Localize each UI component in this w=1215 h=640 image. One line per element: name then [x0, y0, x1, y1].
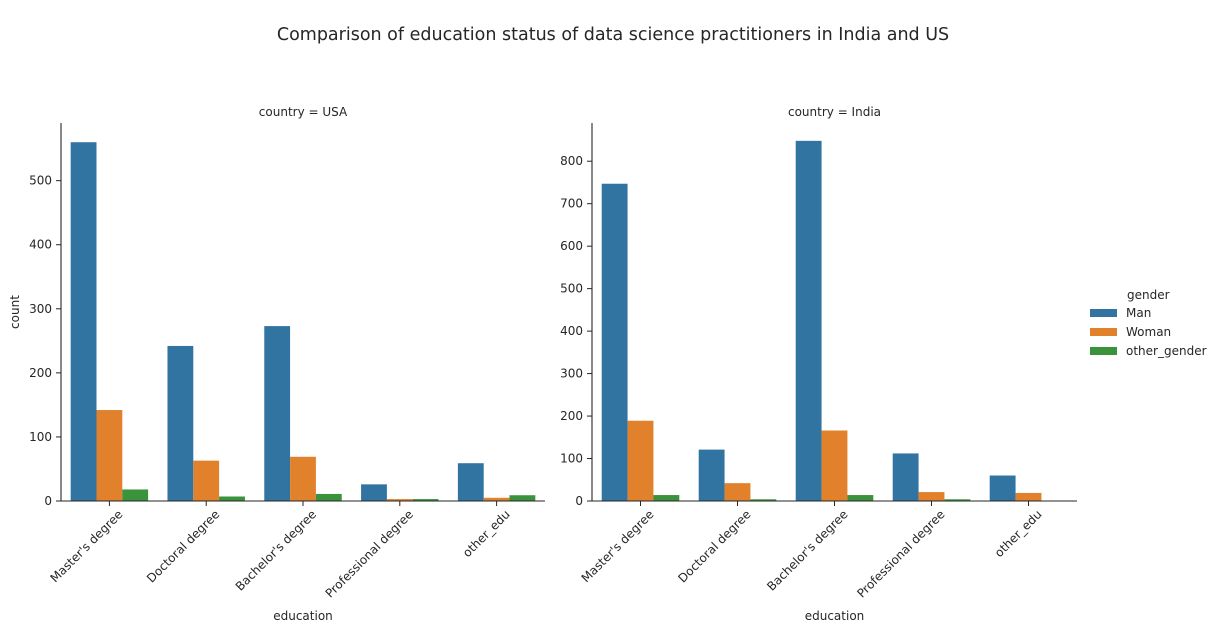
- bar-man-professional-degree: [361, 484, 387, 501]
- bar-other-gender-bachelor-s-degree: [315, 493, 342, 501]
- bar-man-other-edu: [457, 463, 484, 501]
- bar-other-gender-other-edu: [509, 495, 536, 501]
- legend-label-man: Man: [1126, 306, 1151, 320]
- y-tick-label: 600: [560, 239, 583, 253]
- bar-other-gender-professional-degree: [412, 499, 439, 501]
- y-tick-label: 800: [560, 154, 583, 168]
- x-tick-label: Professional degree: [854, 507, 947, 600]
- legend-swatch-man: [1090, 309, 1117, 317]
- y-tick-label: 0: [575, 494, 583, 508]
- legend: gender Man Woman other_gender: [1090, 288, 1207, 358]
- bar-other-gender-professional-degree: [944, 499, 971, 501]
- x-tick-label: Doctoral degree: [675, 507, 753, 585]
- panel-india: country = India 0 100 200 300 400 500 600 700 800…: [560, 105, 1077, 623]
- y-tick-label: 200: [560, 409, 583, 423]
- bar-woman-professional-degree: [918, 492, 945, 501]
- y-tick-label: 500: [560, 282, 583, 296]
- x-tick-label: other_edu: [992, 507, 1045, 560]
- x-axis-label: education: [805, 609, 865, 623]
- bar-man-professional-degree: [892, 453, 919, 501]
- bar-other-gender-master-s-degree: [122, 489, 149, 501]
- bar-other-gender-doctoral-degree: [219, 496, 245, 501]
- bar-man-other-edu: [989, 475, 1016, 501]
- panel-title: country = USA: [259, 105, 348, 119]
- y-tick-label: 300: [29, 302, 52, 316]
- x-tick-label: Professional degree: [323, 507, 416, 600]
- x-tick-label: Bachelor's degree: [233, 507, 319, 593]
- x-tick-label: other_edu: [460, 507, 513, 560]
- bar-woman-other-edu: [1015, 492, 1042, 501]
- y-tick-label: 100: [29, 430, 52, 444]
- bar-woman-master-s-degree: [627, 420, 654, 501]
- bar-other-gender-doctoral-degree: [750, 499, 777, 501]
- bar-woman-bachelor-s-degree: [290, 456, 316, 501]
- bar-woman-master-s-degree: [96, 410, 123, 501]
- bar-woman-other-edu: [483, 497, 510, 501]
- bar-man-bachelor-s-degree: [795, 140, 822, 501]
- bar-woman-bachelor-s-degree: [821, 430, 848, 501]
- y-tick-label: 300: [560, 367, 583, 381]
- bar-man-doctoral-degree: [167, 345, 194, 501]
- bar-man-master-s-degree: [601, 183, 628, 501]
- y-tick-label: 500: [29, 174, 52, 188]
- bar-man-master-s-degree: [70, 142, 97, 501]
- legend-label-other-gender: other_gender: [1126, 344, 1207, 358]
- legend-label-woman: Woman: [1126, 325, 1171, 339]
- x-tick-label: Doctoral degree: [144, 507, 222, 585]
- y-axis-label: count: [8, 295, 22, 329]
- y-tick-label: 100: [560, 452, 583, 466]
- legend-title: gender: [1127, 288, 1170, 302]
- y-tick-label: 700: [560, 197, 583, 211]
- bar-other-gender-bachelor-s-degree: [847, 495, 874, 501]
- panel-usa: country = USA 0 100 200 300 400 500 Master's de…: [8, 105, 545, 623]
- bar-woman-doctoral-degree: [193, 460, 220, 501]
- y-tick-label: 400: [29, 238, 52, 252]
- chart-title: Comparison of education status of data s…: [277, 25, 949, 45]
- x-tick-label: Master's degree: [579, 507, 657, 585]
- bar-woman-professional-degree: [386, 499, 413, 501]
- bar-woman-doctoral-degree: [724, 483, 751, 501]
- bar-man-bachelor-s-degree: [264, 326, 291, 501]
- x-tick-label: Master's degree: [47, 507, 125, 585]
- bar-man-doctoral-degree: [698, 449, 725, 501]
- panel-title: country = India: [788, 105, 881, 119]
- x-axis-label: education: [273, 609, 333, 623]
- y-tick-label: 0: [44, 494, 52, 508]
- y-tick-label: 400: [560, 324, 583, 338]
- y-tick-label: 200: [29, 366, 52, 380]
- legend-swatch-woman: [1090, 328, 1117, 336]
- bar-other-gender-master-s-degree: [653, 495, 680, 501]
- legend-swatch-other-gender: [1090, 347, 1117, 355]
- x-tick-label: Bachelor's degree: [764, 507, 850, 593]
